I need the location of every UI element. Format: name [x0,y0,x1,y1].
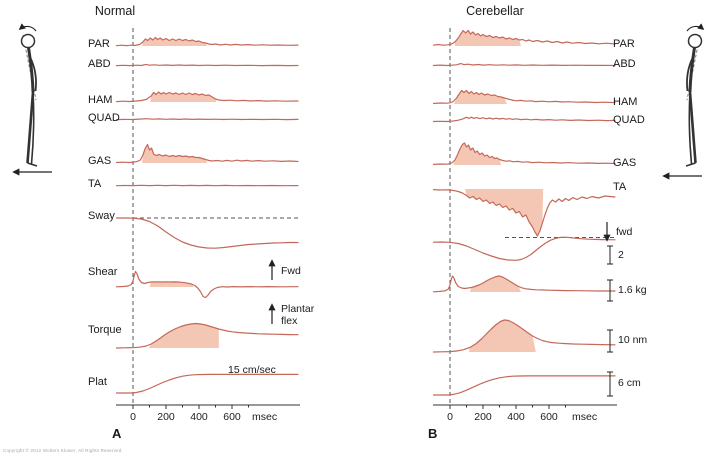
panel-b-fwd-scale-label: fwd [616,226,633,238]
panel-b-shear-scale-value: 1.6 kg [618,284,647,296]
panel-a-axis-unit: msec [252,411,278,423]
copyright-line: Copyright © 2012 Wolters Kluwer. All Rig… [3,448,123,453]
svg-text:200: 200 [157,411,175,423]
panel-b-label-quad: QUAD [613,114,645,126]
panel-a-letter: A [112,426,122,441]
svg-text:0: 0 [130,411,136,423]
panel-a-label-gas: GAS [88,155,112,167]
panel-b-sway-scale-value: 2 [618,249,624,261]
panel-a-plantarflex-annotation: Plantar flex [281,303,315,328]
panel-a-label-abd: ABD [88,58,111,70]
panel-b-torque-scale-value: 10 nm [618,334,648,346]
head-rotation-arrow [18,23,37,32]
panel-a-title: Normal [94,4,136,18]
svg-text:600: 600 [540,411,558,423]
stick-figure-normal [18,23,38,167]
svg-text:400: 400 [190,411,208,423]
panel-b-title: Cerebellar [466,4,524,18]
panel-a-label-quad: QUAD [88,112,120,124]
panel-a-label-plat: Plat [88,376,107,388]
panel-b-letter: B [428,426,438,441]
panel-a-platform-speed: 15 cm/sec [228,364,276,376]
panel-b-label-par: PAR [613,38,635,50]
panel-b-axis-unit: msec [572,411,598,423]
panel-a-label-shear: Shear [88,266,118,278]
figure-head [20,33,36,49]
svg-text:0: 0 [447,411,453,423]
panel-b-label-ham: HAM [613,96,638,108]
svg-text:600: 600 [223,411,241,423]
stick-figure-cerebellar [686,26,703,166]
svg-text:400: 400 [507,411,525,423]
panel-b-label-abd: ABD [613,58,636,70]
panel-a-label-torque: Torque [88,324,122,336]
svg-text:200: 200 [474,411,492,423]
panel-a-label-ham: HAM [88,94,113,106]
panel-a-label-ta: TA [88,178,102,190]
panel-b-plat-scale-value: 6 cm [618,377,641,389]
panel-b-label-gas: GAS [613,157,637,169]
panel-a-label-par: PAR [88,38,110,50]
panel-a-label-sway: Sway [88,210,115,222]
panel-b-label-ta: TA [613,181,627,193]
panel-a-fwd-annotation: Fwd [281,265,301,277]
